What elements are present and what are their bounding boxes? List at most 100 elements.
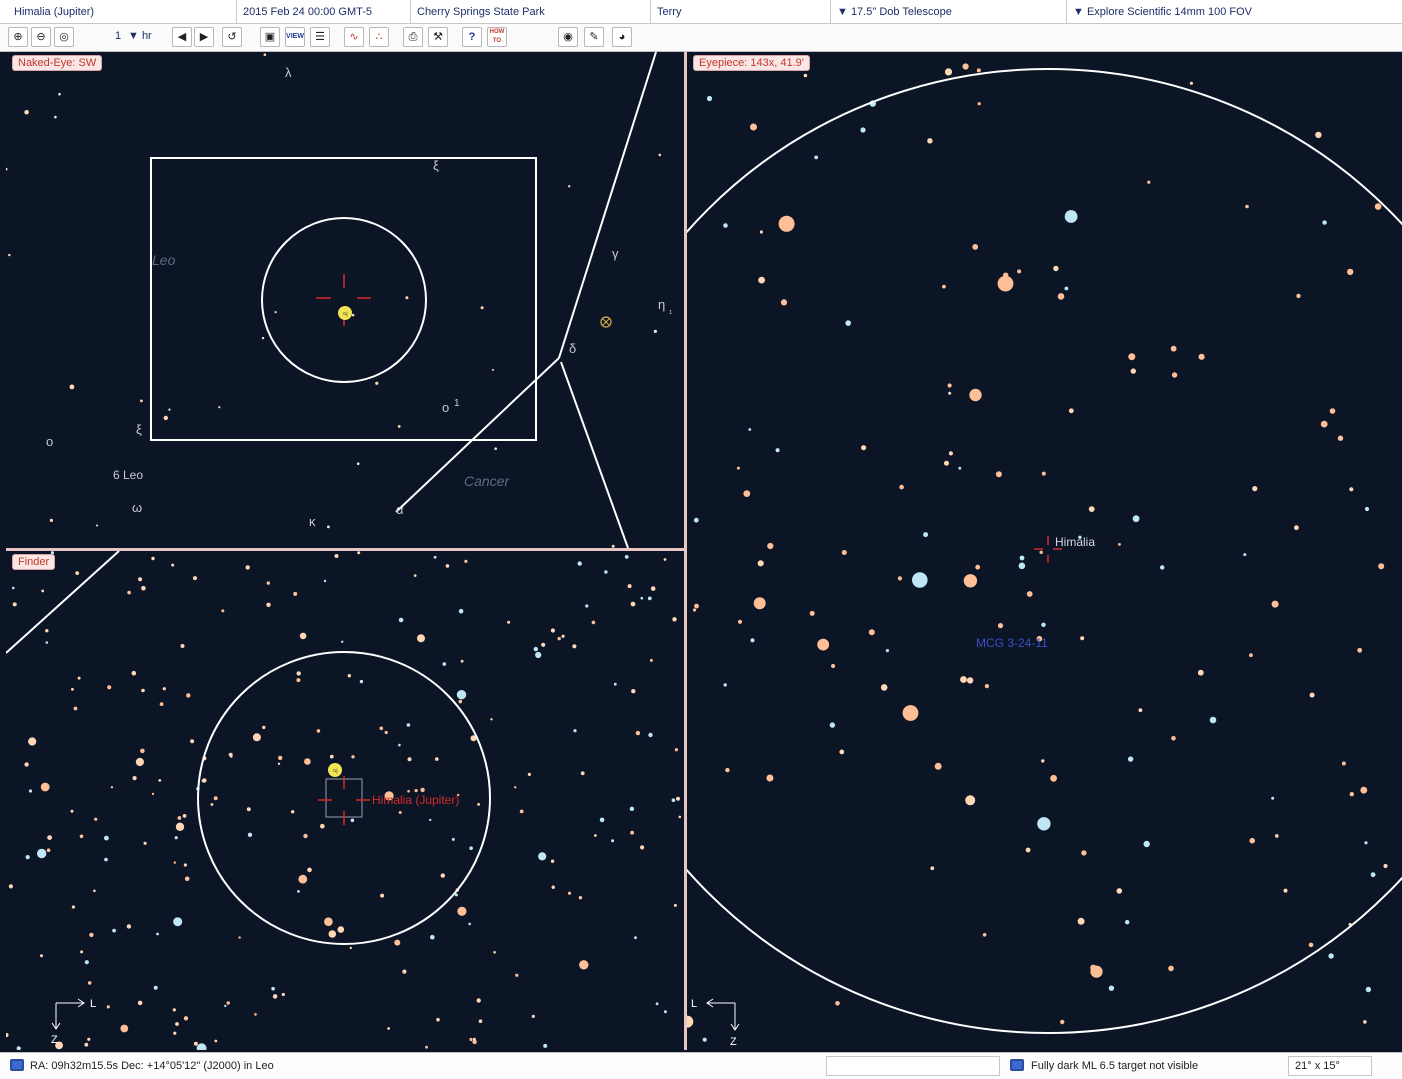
observer-field[interactable]: Terry — [650, 0, 830, 24]
target-label: Himalia (Jupiter) — [372, 793, 459, 807]
star — [151, 556, 155, 561]
star — [158, 779, 162, 782]
star — [296, 671, 301, 676]
star — [218, 406, 221, 409]
tools-icon[interactable]: ⚒ — [428, 27, 448, 47]
eyepiece-chart[interactable]: Himalia MCG 3-24-11 L Z — [687, 52, 1402, 1050]
datetime-field[interactable]: 2015 Feb 24 00:00 GMT-5 — [236, 0, 410, 24]
star — [397, 425, 401, 428]
star — [75, 571, 80, 575]
star — [507, 620, 511, 624]
save-icon[interactable]: ▣ — [260, 27, 280, 47]
eyepiece-dropdown[interactable]: ▼ Explore Scientific 14mm 100 FOV — [1066, 0, 1402, 24]
jupiter-marker[interactable] — [328, 763, 342, 777]
star — [767, 542, 774, 550]
star — [407, 757, 412, 762]
star — [71, 905, 75, 909]
finder-pane-label: Finder — [12, 554, 56, 570]
star — [1364, 506, 1370, 512]
star — [173, 917, 183, 927]
eye-icon[interactable]: ◉ — [558, 27, 578, 47]
star — [398, 617, 404, 623]
star — [1017, 269, 1022, 274]
star — [476, 998, 481, 1003]
fov-box — [1288, 1056, 1372, 1076]
star — [457, 906, 467, 916]
star — [1068, 408, 1074, 414]
zoom-fit-icon[interactable]: ◎ — [54, 27, 74, 47]
star — [87, 981, 92, 985]
draw-line-icon[interactable]: ∿ — [344, 27, 364, 47]
now-icon[interactable]: ↺ — [222, 27, 242, 47]
star — [962, 63, 969, 70]
draw-points-icon[interactable]: ∴ — [369, 27, 389, 47]
horizontal-splitter[interactable] — [6, 548, 684, 551]
naked-eye-pane[interactable]: ♃ Leo Cancer λ ξ γ δ η ₁ ο 1 ξ ο 6 Leo ω… — [6, 52, 684, 548]
star — [960, 676, 967, 683]
star — [210, 803, 214, 806]
star — [640, 845, 645, 850]
jupiter-marker[interactable] — [338, 306, 352, 320]
star — [658, 153, 662, 157]
star — [1198, 353, 1205, 360]
target-object-field[interactable]: Himalia (Jupiter) — [14, 6, 95, 18]
cluster-marker[interactable] — [600, 316, 612, 328]
star — [45, 641, 49, 644]
star — [1081, 850, 1087, 856]
star — [678, 815, 682, 819]
star — [263, 53, 267, 56]
star — [923, 532, 929, 538]
vertical-splitter[interactable] — [684, 52, 687, 1050]
star — [1378, 563, 1385, 570]
step-value-input[interactable]: 1 — [115, 30, 122, 42]
star-label-kappa: κ — [309, 514, 316, 529]
star — [375, 381, 379, 385]
how-to-icon[interactable]: HOW TO — [487, 27, 507, 47]
star — [1283, 888, 1288, 893]
star — [458, 699, 463, 704]
star — [1364, 841, 1368, 845]
star-label-eta-index: ₁ — [669, 305, 673, 316]
star — [977, 102, 981, 106]
star — [1036, 635, 1043, 642]
star — [47, 835, 52, 840]
pencil-icon[interactable]: ✎ — [584, 27, 604, 47]
star — [77, 676, 81, 680]
star — [809, 610, 815, 616]
view-icon[interactable]: VIEW — [285, 27, 305, 47]
star — [1037, 817, 1051, 831]
step-back-button[interactable]: ◀ — [172, 27, 192, 47]
visibility-icon[interactable] — [1010, 1059, 1024, 1071]
eyepiece-pane[interactable]: Himalia MCG 3-24-11 L Z Eyepiece: 143x, … — [687, 52, 1402, 1050]
eyepiece-stars — [687, 63, 1388, 1042]
star — [478, 1019, 483, 1023]
step-forward-button[interactable]: ▶ — [194, 27, 214, 47]
print-icon[interactable]: ⎙ — [403, 27, 423, 47]
naked-eye-chart[interactable]: ♃ Leo Cancer λ ξ γ δ η ₁ ο 1 ξ ο 6 Leo ω… — [6, 52, 684, 548]
step-unit-dropdown[interactable]: ▼ hr — [128, 30, 152, 42]
star — [1171, 736, 1176, 741]
star — [1057, 293, 1065, 300]
star — [880, 684, 888, 691]
finder-pane[interactable]: ♃ Himalia (Jupiter) L Z Finder — [6, 551, 684, 1050]
star — [417, 634, 425, 643]
list-icon[interactable]: ☰ — [310, 27, 330, 47]
star — [254, 1013, 257, 1016]
coordinates-icon[interactable] — [10, 1059, 24, 1071]
location-field[interactable]: Cherry Springs State Park — [410, 0, 650, 24]
star — [1003, 272, 1009, 278]
finder-chart[interactable]: ♃ Himalia (Jupiter) L Z — [6, 551, 684, 1050]
star — [87, 1037, 91, 1041]
star-label-omicron: ο — [442, 400, 449, 415]
star — [1189, 81, 1193, 85]
star — [414, 789, 418, 793]
star — [80, 950, 84, 954]
zoom-out-icon[interactable]: ⊖ — [31, 27, 51, 47]
telescope-dropdown[interactable]: ▼ 17.5" Dob Telescope — [830, 0, 1066, 24]
star — [567, 891, 572, 895]
star — [12, 586, 15, 590]
settings-icon[interactable]: ◕ — [612, 27, 632, 47]
zoom-in-icon[interactable]: ⊕ — [8, 27, 28, 47]
star — [1249, 653, 1253, 658]
help-icon[interactable]: ? — [462, 27, 482, 47]
